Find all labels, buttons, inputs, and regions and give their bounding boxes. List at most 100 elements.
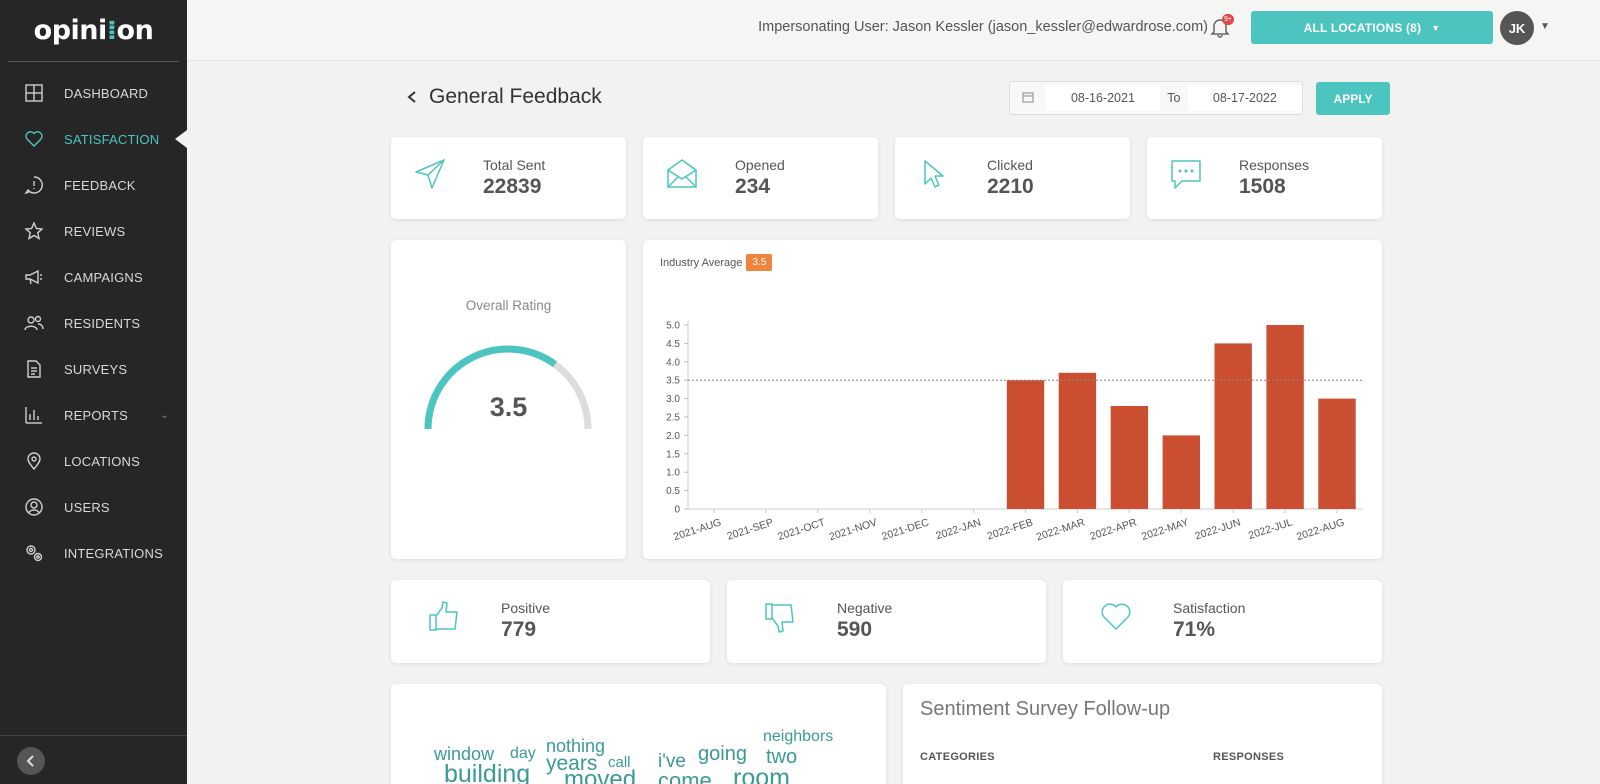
chart-bar bbox=[1162, 435, 1200, 509]
stat-value: 234 bbox=[735, 175, 771, 198]
word-cloud-word: room bbox=[733, 764, 790, 784]
y-tick-label: 2.5 bbox=[666, 413, 680, 424]
rating-gauge bbox=[424, 345, 592, 430]
word-cloud-word: two bbox=[766, 746, 798, 768]
stat-card-clicked: Clicked 2210 bbox=[895, 137, 1130, 219]
column-header-categories: CATEGORIES bbox=[920, 751, 995, 763]
x-tick-label: 2021-DEC bbox=[880, 516, 931, 543]
chart-bar bbox=[1318, 398, 1356, 509]
y-tick-label: 4.5 bbox=[666, 339, 680, 350]
sidebar-footer bbox=[0, 735, 187, 784]
stat-value: 590 bbox=[837, 618, 873, 641]
bar-chart-icon bbox=[25, 407, 42, 424]
column-header-responses: RESPONSES bbox=[1213, 751, 1285, 763]
y-tick-label: 3.0 bbox=[666, 394, 680, 405]
sidebar-item-locations[interactable]: LOCATIONS bbox=[0, 438, 187, 484]
chevron-down-icon[interactable]: ⌄ bbox=[160, 409, 169, 421]
y-tick-label: 1.5 bbox=[666, 449, 680, 460]
date-range-picker: 08-16-2021 To 08-17-2022 bbox=[1009, 81, 1303, 115]
thumbs-up-icon bbox=[429, 601, 458, 631]
stat-label: Clicked bbox=[987, 157, 1033, 173]
map-pin-icon bbox=[27, 452, 41, 471]
chart-bar bbox=[1110, 406, 1149, 509]
heart-icon bbox=[25, 131, 43, 147]
topbar: Impersonating User: Jason Kessler (jason… bbox=[187, 0, 1600, 61]
x-tick-label: 2022-MAY bbox=[1140, 516, 1190, 543]
chat-bubble-icon bbox=[1171, 160, 1201, 189]
followup-title: Sentiment Survey Follow-up bbox=[920, 698, 1171, 720]
apply-button[interactable]: APPLY bbox=[1316, 82, 1390, 115]
chart-bar bbox=[1058, 372, 1097, 509]
stat-value: 22839 bbox=[483, 175, 542, 198]
date-to-input[interactable]: 08-17-2022 bbox=[1187, 85, 1303, 111]
sidebar-item-users[interactable]: USERS bbox=[0, 484, 187, 530]
app-logo[interactable]: opini⁞on bbox=[8, 0, 179, 62]
chart-bar bbox=[1006, 380, 1045, 509]
paper-plane-icon bbox=[415, 159, 445, 189]
sidebar-item-reviews[interactable]: REVIEWS bbox=[0, 208, 187, 254]
rating-value: 3.5 bbox=[489, 392, 528, 422]
sidebar-item-residents[interactable]: RESIDENTS bbox=[0, 300, 187, 346]
chart-header: Industry Average 3.5 bbox=[660, 254, 773, 271]
sidebar-item-reports[interactable]: REPORTS ⌄ bbox=[0, 392, 187, 438]
stat-value: 71% bbox=[1173, 618, 1216, 641]
y-tick-label: 0 bbox=[674, 505, 680, 516]
locations-dropdown[interactable]: ALL LOCATIONS (8) ▼ bbox=[1251, 11, 1493, 44]
y-tick-label: 0.5 bbox=[666, 486, 680, 497]
chevron-left-icon bbox=[26, 755, 34, 767]
sidebar-item-surveys[interactable]: SURVEYS bbox=[0, 346, 187, 392]
word-cloud-word: years bbox=[546, 752, 598, 775]
stat-value: 1508 bbox=[1239, 175, 1286, 198]
chart-bar bbox=[1266, 325, 1304, 509]
x-tick-label: 2022-JAN bbox=[934, 516, 982, 542]
sentiment-card-satisfaction: Satisfaction 71% bbox=[1063, 580, 1382, 663]
sidebar-item-label: CAMPAIGNS bbox=[64, 269, 143, 285]
sidebar-item-label: INTEGRATIONS bbox=[64, 545, 163, 561]
dashboard-icon bbox=[25, 84, 43, 102]
rating-title: Overall Rating bbox=[465, 298, 552, 313]
sidebar-item-label: REVIEWS bbox=[64, 223, 126, 239]
word-cloud-word: call bbox=[608, 754, 631, 771]
notification-badge: 9+ bbox=[1222, 14, 1234, 25]
back-chevron-icon[interactable] bbox=[405, 90, 419, 104]
x-tick-label: 2022-FEB bbox=[986, 516, 1035, 542]
avatar[interactable]: JK bbox=[1500, 11, 1534, 45]
date-from-input[interactable]: 08-16-2021 bbox=[1045, 85, 1161, 111]
rating-gauge-fill bbox=[424, 345, 558, 430]
stat-value: 779 bbox=[501, 618, 537, 641]
overall-rating-card: Overall Rating 3.5 bbox=[391, 240, 626, 559]
stat-card-opened: Opened 234 bbox=[643, 137, 878, 219]
x-tick-label: 2022-MAR bbox=[1035, 516, 1087, 543]
sidebar-item-satisfaction[interactable]: SATISFACTION bbox=[0, 116, 187, 162]
locations-label: ALL LOCATIONS (8) bbox=[1303, 20, 1422, 35]
word-cloud-card: window day nothing neighbors years call … bbox=[391, 684, 886, 784]
y-tick-label: 2.0 bbox=[666, 431, 680, 442]
open-envelope-icon bbox=[667, 159, 697, 188]
collapse-sidebar-button[interactable] bbox=[17, 747, 45, 775]
user-menu-caret-icon[interactable]: ▼ bbox=[1540, 21, 1550, 32]
sidebar-item-label: LOCATIONS bbox=[64, 453, 140, 469]
sidebar-item-campaigns[interactable]: CAMPAIGNS bbox=[0, 254, 187, 300]
sidebar-item-integrations[interactable]: INTEGRATIONS bbox=[0, 530, 187, 576]
cursor-icon bbox=[924, 160, 944, 188]
calendar-icon bbox=[1022, 91, 1036, 105]
word-cloud-word: neighbors bbox=[763, 728, 834, 745]
sidebar-item-label: DASHBOARD bbox=[64, 85, 149, 101]
sidebar-item-dashboard[interactable]: DASHBOARD bbox=[0, 70, 187, 116]
x-tick-label: 2022-JUL bbox=[1247, 516, 1294, 542]
notifications-button[interactable]: 9+ bbox=[1209, 14, 1234, 40]
x-tick-label: 2022-AUG bbox=[1295, 516, 1346, 543]
word-cloud-word: window bbox=[434, 744, 495, 764]
page-title-text: General Feedback bbox=[429, 85, 602, 108]
sentiment-card-positive: Positive 779 bbox=[391, 580, 710, 663]
x-tick-label: 2021-NOV bbox=[828, 516, 879, 543]
stat-label: Total Sent bbox=[483, 157, 546, 173]
stat-label: Negative bbox=[837, 600, 893, 616]
word-cloud-word: building bbox=[444, 760, 531, 784]
sidebar-item-feedback[interactable]: FEEDBACK bbox=[0, 162, 187, 208]
sidebar-item-label: RESIDENTS bbox=[64, 315, 141, 331]
x-tick-label: 2021-OCT bbox=[776, 516, 827, 543]
industry-average-label: Industry Average bbox=[660, 256, 743, 269]
thumbs-down-icon bbox=[765, 603, 794, 633]
